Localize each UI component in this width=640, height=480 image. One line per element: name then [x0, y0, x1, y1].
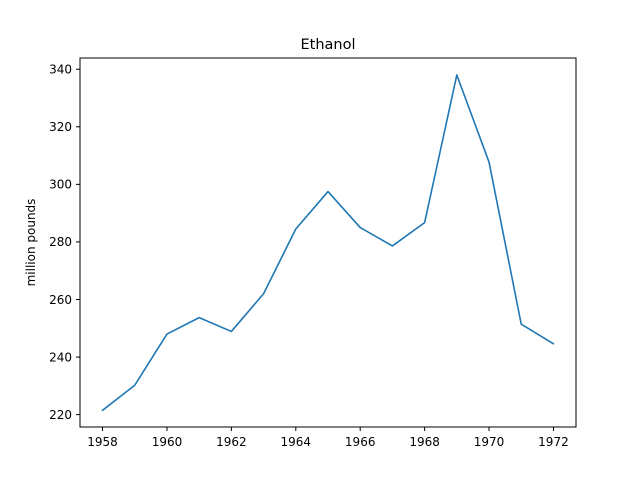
- y-axis: 220 240 260 280 300 320 340: [49, 63, 80, 422]
- x-tick-label: 1960: [152, 435, 183, 449]
- x-tick-label: 1970: [474, 435, 505, 449]
- y-tick-label: 280: [49, 235, 72, 249]
- x-axis: 1958 1960 1962 1964 1966 1968 1970 1972: [87, 427, 569, 449]
- y-tick-label: 240: [49, 350, 72, 364]
- chart-title: Ethanol: [300, 37, 355, 53]
- x-tick-label: 1972: [538, 435, 569, 449]
- y-tick-label: 320: [49, 120, 72, 134]
- x-tick-label: 1966: [345, 435, 376, 449]
- x-tick-label: 1964: [281, 435, 312, 449]
- series-layer: [101, 74, 555, 412]
- y-tick-label: 220: [49, 408, 72, 422]
- x-tick-label: 1962: [216, 435, 247, 449]
- y-tick-label: 340: [49, 63, 72, 77]
- series-line: [101, 74, 555, 412]
- plot-frame: [79, 57, 577, 428]
- y-tick-label: 260: [49, 293, 72, 307]
- y-tick-label: 300: [49, 178, 72, 192]
- x-tick-label: 1958: [87, 435, 118, 449]
- x-tick-label: 1968: [409, 435, 440, 449]
- y-axis-label: million pounds: [24, 199, 38, 287]
